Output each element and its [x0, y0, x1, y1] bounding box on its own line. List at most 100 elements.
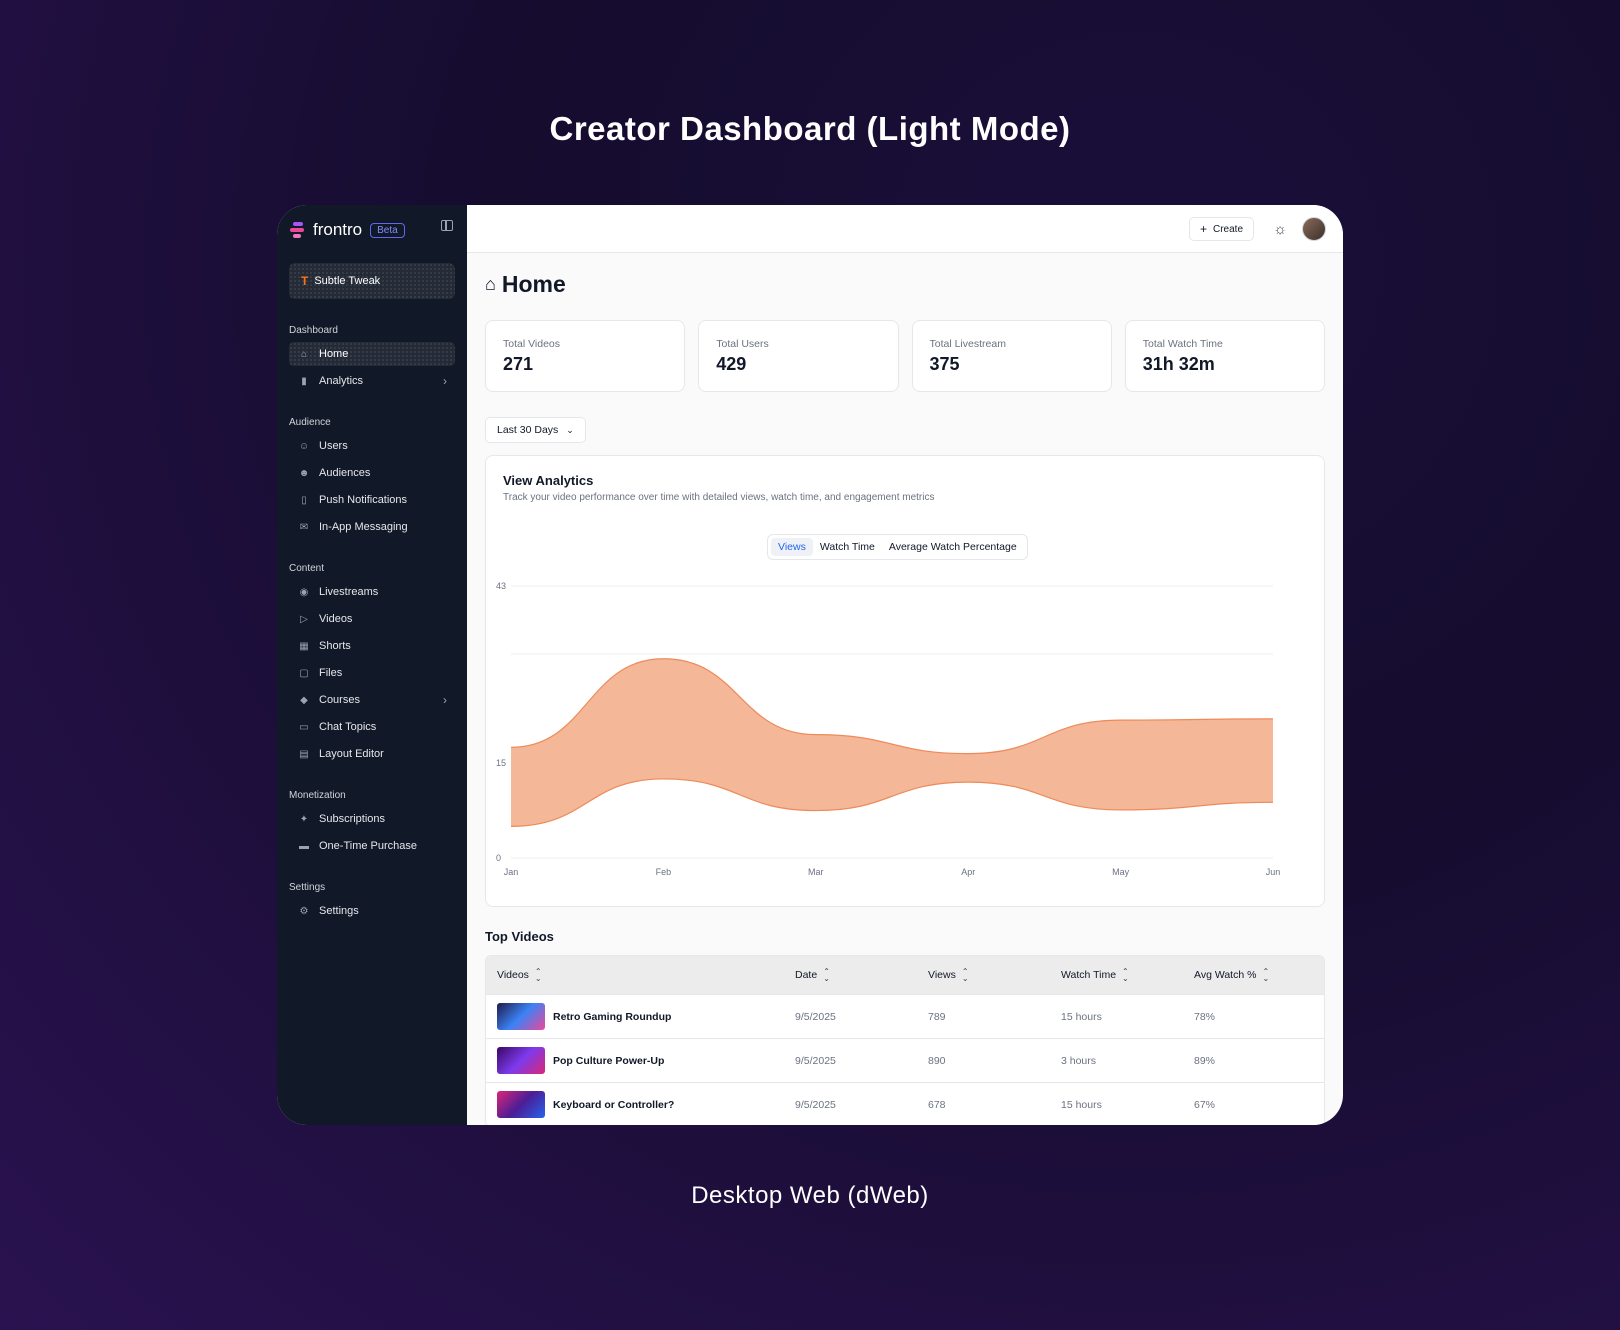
- sidebar-item-label: Chat Topics: [319, 721, 377, 733]
- top-videos-title: Top Videos: [485, 929, 554, 944]
- sidebar-nav: Dashboard ⌂ Home ▮ Analytics › Audience ☺ Users ☻…: [289, 325, 455, 923]
- column-label: Views: [928, 969, 956, 981]
- sort-icon: ⌃ ⌄: [534, 967, 542, 983]
- table-row[interactable]: Keyboard or Controller? 9/5/2025 678 15 …: [486, 1082, 1324, 1125]
- file-icon: ▢: [299, 667, 309, 679]
- frontro-logo-icon: [289, 221, 307, 239]
- video-views: 789: [928, 1010, 946, 1023]
- user-avatar[interactable]: [1302, 217, 1326, 241]
- gear-icon: ⚙: [299, 905, 309, 917]
- sidebar-item-label: Users: [319, 440, 348, 452]
- chat-icon: ▭: [299, 721, 309, 733]
- column-label: Watch Time: [1061, 969, 1117, 981]
- sidebar-section-label: Audience: [289, 417, 331, 428]
- column-date[interactable]: Date ⌃ ⌄: [795, 968, 928, 983]
- tab-average-watch-percentage[interactable]: Average Watch Percentage: [888, 541, 1017, 553]
- brand-name: frontro: [313, 220, 363, 239]
- theme-toggle-sun-icon[interactable]: ☼: [1273, 221, 1287, 238]
- sidebar-item-one-time-purchase[interactable]: ▬ One-Time Purchase: [289, 834, 455, 858]
- stat-value: 31h 32m: [1142, 354, 1215, 374]
- sidebar-item-label: Audiences: [319, 467, 371, 479]
- sidebar: frontro Beta T Subtle Tweak Dashboard ⌂ Ho…: [277, 205, 467, 1125]
- column-watch-time[interactable]: Watch Time ⌃ ⌄: [1061, 967, 1194, 983]
- video-date: 9/5/2025: [795, 1010, 836, 1023]
- sidebar-item-subscriptions[interactable]: ✦ Subscriptions: [289, 807, 455, 831]
- table-row[interactable]: Pop Culture Power-Up 9/5/2025 890 3 hour…: [486, 1038, 1324, 1082]
- column-videos[interactable]: Videos ⌃ ⌄: [486, 967, 795, 983]
- video-views: 678: [928, 1098, 946, 1111]
- create-label: Create: [1212, 223, 1243, 235]
- stat-label: Total Users: [716, 338, 769, 350]
- stat-card-total-users: Total Users 429: [698, 320, 899, 392]
- users-icon: ☺: [298, 440, 310, 452]
- sort-icon: ⌃ ⌄: [1122, 967, 1129, 983]
- sidebar-item-label: Videos: [319, 613, 353, 625]
- sidebar-item-label: Analytics: [319, 375, 364, 387]
- app-window: frontro Beta T Subtle Tweak Dashboard ⌂ Ho…: [277, 205, 1343, 1125]
- sidebar-item-shorts[interactable]: ▦ Shorts: [289, 634, 455, 658]
- x-tick-label: Jan: [504, 867, 519, 877]
- video-avg-watch: 67%: [1194, 1098, 1216, 1111]
- showcase-title: Creator Dashboard (Light Mode): [549, 110, 1071, 147]
- video-thumbnail: [497, 1047, 545, 1074]
- video-title: Keyboard or Controller?: [553, 1098, 675, 1111]
- column-avg-watch[interactable]: Avg Watch % ⌃ ⌄: [1194, 968, 1324, 983]
- film-icon: ▦: [299, 640, 309, 652]
- sidebar-item-courses[interactable]: ◆ Courses ›: [289, 688, 455, 712]
- stat-label: Total Livestream: [929, 338, 1006, 350]
- sidebar-item-videos[interactable]: ▷ Videos: [289, 607, 455, 631]
- sidebar-collapse-icon[interactable]: [441, 220, 453, 231]
- video-title: Retro Gaming Roundup: [553, 1010, 672, 1023]
- top-videos-table: Videos ⌃ ⌄ Date ⌃ ⌄ Views ⌃ ⌄ Watch Time ⌃ ⌄ Avg…: [485, 955, 1325, 1125]
- sidebar-item-settings[interactable]: ⚙ Settings: [289, 899, 455, 923]
- sidebar-item-home[interactable]: ⌂ Home: [289, 342, 455, 366]
- workspace-switcher[interactable]: T Subtle Tweak: [289, 263, 455, 299]
- table-row[interactable]: Retro Gaming Roundup 9/5/2025 789 15 hou…: [486, 994, 1324, 1038]
- brand[interactable]: frontro Beta: [289, 217, 455, 243]
- bar-chart-icon: ▮: [301, 375, 307, 387]
- view-analytics-card: View Analytics Track your video performa…: [485, 455, 1325, 907]
- sidebar-item-audiences[interactable]: ☻ Audiences: [289, 461, 455, 485]
- table-header: Videos ⌃ ⌄ Date ⌃ ⌄ Views ⌃ ⌄ Watch Time ⌃ ⌄ Avg…: [486, 956, 1324, 994]
- sidebar-item-push-notifications[interactable]: ▯ Push Notifications: [289, 488, 455, 512]
- sidebar-item-files[interactable]: ▢ Files: [289, 661, 455, 685]
- stat-value: 429: [716, 354, 747, 374]
- page-title: Home: [501, 271, 566, 297]
- credit-card-icon: ▬: [299, 840, 309, 852]
- views-area-band: [511, 658, 1273, 827]
- sidebar-item-label: Layout Editor: [319, 748, 384, 760]
- column-label: Videos: [497, 969, 529, 981]
- sidebar-item-analytics[interactable]: ▮ Analytics ›: [289, 369, 455, 393]
- video-watch-time: 15 hours: [1061, 1098, 1102, 1111]
- x-tick-label: Jun: [1266, 867, 1281, 877]
- x-tick-label: Feb: [656, 867, 672, 877]
- sidebar-item-label: Settings: [319, 905, 359, 917]
- column-views[interactable]: Views ⌃ ⌄: [928, 967, 1061, 983]
- sidebar-section-label: Content: [289, 563, 325, 574]
- series-lower-line: [510, 778, 1274, 827]
- tab-watch-time[interactable]: Watch Time: [819, 541, 875, 553]
- tab-views[interactable]: Views: [771, 538, 813, 556]
- date-range-select[interactable]: Last 30 Days ⌄: [485, 417, 586, 443]
- date-range-label: Last 30 Days: [497, 424, 559, 436]
- sidebar-item-livestreams[interactable]: ◉ Livestreams: [289, 580, 455, 604]
- sidebar-item-label: Livestreams: [319, 586, 379, 598]
- sidebar-item-label: One-Time Purchase: [319, 840, 418, 852]
- play-icon: ▷: [300, 613, 308, 625]
- showcase-caption: Desktop Web (dWeb): [691, 1182, 929, 1209]
- stat-label: Total Watch Time: [1142, 338, 1223, 350]
- sidebar-item-label: Subscriptions: [319, 813, 386, 825]
- chart-title: View Analytics: [503, 473, 594, 488]
- sidebar-item-chat-topics[interactable]: ▭ Chat Topics: [289, 715, 455, 739]
- sidebar-item-in-app-messaging[interactable]: ✉ In-App Messaging: [289, 515, 455, 539]
- messages-icon: ✉: [299, 521, 309, 533]
- sidebar-item-layout-editor[interactable]: ▤ Layout Editor: [289, 742, 455, 766]
- sidebar-item-users[interactable]: ☺ Users: [289, 434, 455, 458]
- column-label: Avg Watch %: [1194, 969, 1257, 981]
- sort-icon: ⌃ ⌄: [961, 967, 969, 983]
- home-icon: ⌂: [485, 274, 496, 294]
- chevron-right-icon: ›: [443, 374, 447, 388]
- stat-card-total-videos: Total Videos 271: [485, 320, 686, 392]
- create-button[interactable]: + Create: [1188, 217, 1254, 241]
